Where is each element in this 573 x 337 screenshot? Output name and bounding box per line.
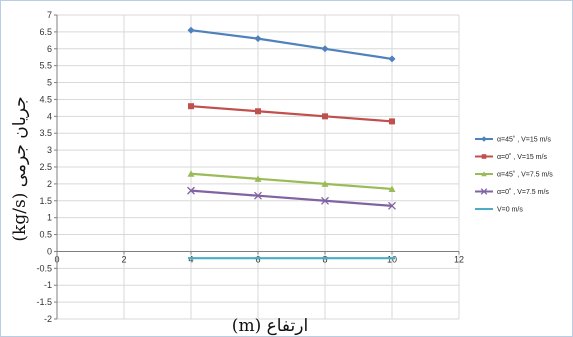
y-tick-label: -1.5 — [36, 297, 52, 307]
y-tick-label: 0 — [47, 246, 52, 256]
data-point — [321, 196, 329, 205]
data-point — [254, 191, 262, 200]
y-tick-label: -0.5 — [36, 263, 52, 273]
legend-marker-2 — [481, 154, 487, 159]
data-point — [388, 185, 396, 192]
legend-label-2: α=0˚ , V=15 m/s — [497, 153, 547, 161]
legend-label-4: α=0˚ , V=7.5 m/s — [497, 188, 549, 196]
x-tick-label: 12 — [454, 254, 464, 264]
data-point — [388, 55, 396, 63]
data-point — [321, 180, 329, 187]
y-axis-title: جریان جرمی (kg/s) — [10, 96, 30, 241]
y-tick-label: 4.5 — [39, 94, 52, 104]
x-tick-label: 2 — [121, 254, 126, 264]
data-point — [255, 108, 261, 115]
y-tick-label: 4 — [47, 111, 52, 121]
y-tick-label: 3 — [47, 145, 52, 155]
y-tick-label: -1 — [44, 280, 52, 290]
y-tick-label: 2 — [47, 179, 52, 189]
legend-marker-4 — [480, 188, 488, 195]
y-tick-label: 3.5 — [39, 128, 52, 138]
data-point — [254, 175, 262, 182]
y-tick-label: 6 — [47, 44, 52, 54]
y-tick-label: 2.5 — [39, 162, 52, 172]
series-line-1 — [190, 29, 393, 60]
data-point — [188, 103, 194, 110]
series-line-3 — [190, 172, 393, 191]
x-tick-label: 4 — [188, 254, 193, 264]
legend-label-5: V=0 m/s — [497, 207, 523, 214]
x-axis-title: ارتفاع (m) — [232, 316, 308, 336]
data-point — [187, 26, 195, 34]
y-tick-label: 0.5 — [39, 230, 52, 240]
data-point — [187, 186, 195, 195]
data-point — [322, 113, 328, 120]
y-tick-label: 5 — [47, 78, 52, 88]
data-point — [187, 170, 195, 177]
y-tick-label: 1 — [47, 213, 52, 223]
data-point — [254, 35, 262, 43]
x-tick-label: 10 — [387, 254, 397, 264]
x-tick-label: 6 — [255, 254, 260, 264]
legend-label-1: α=45˚ , V=15 m/s — [497, 136, 551, 144]
y-tick-label: 7 — [47, 10, 52, 20]
y-tick-label: 5.5 — [39, 61, 52, 71]
legend-marker-3 — [481, 171, 487, 177]
y-tick-label: 6.5 — [39, 27, 52, 37]
series-line-2 — [190, 105, 393, 123]
x-tick-label: 8 — [322, 254, 327, 264]
legend-label-3: α=45˚ , V=7.5 m/s — [497, 171, 553, 179]
legend-marker-1 — [481, 136, 487, 142]
y-tick-label: -2 — [44, 314, 52, 324]
data-point — [389, 118, 395, 125]
data-point — [388, 201, 396, 210]
data-point — [321, 45, 329, 53]
series-line-4 — [190, 189, 393, 207]
y-tick-label: 1.5 — [39, 196, 52, 206]
